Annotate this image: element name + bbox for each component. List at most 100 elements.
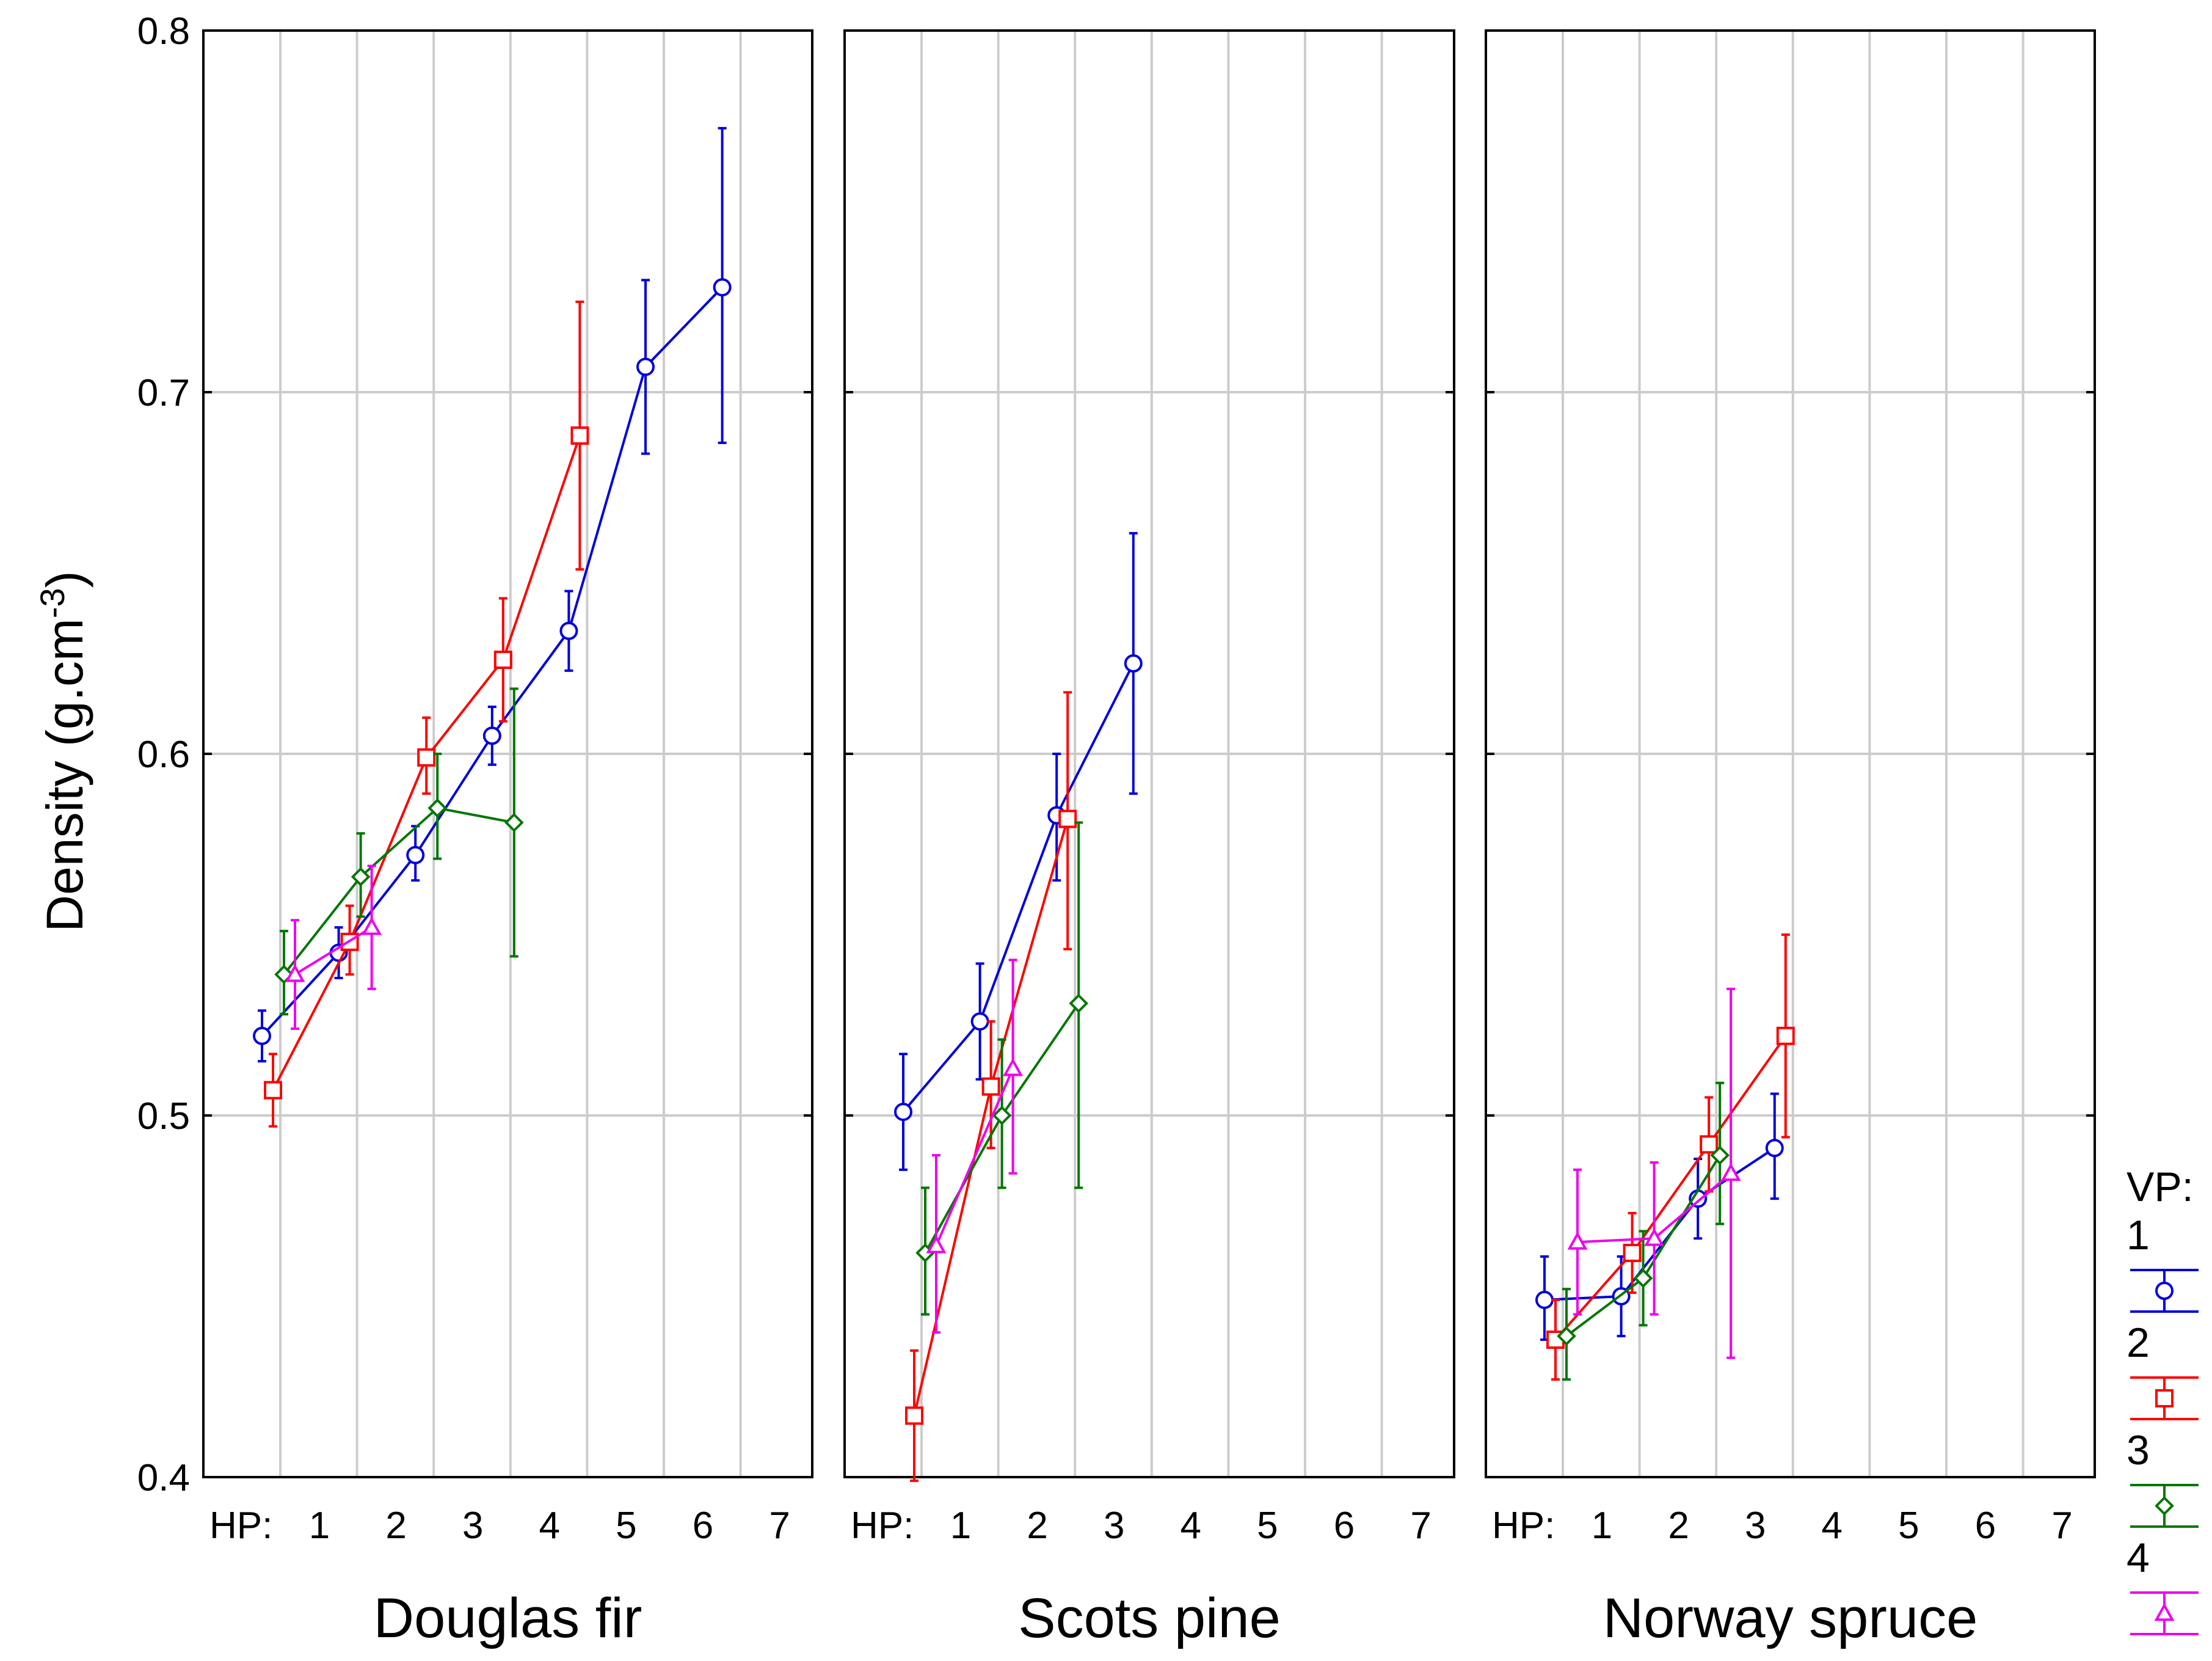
panel-douglas-fir: 0.4 0.5 0.6 0.7 0.8 HP: 1 2 3 4 5 6 7 Douglas fir — [137, 10, 813, 1649]
series-vp-3 — [1557, 1081, 1730, 1381]
panel-label: Scots pine — [1018, 1587, 1281, 1649]
x-tick-label: 1 — [309, 1505, 330, 1547]
y-tick-label: 0.6 — [137, 734, 190, 776]
legend-entry-3: 3 — [2127, 1427, 2199, 1528]
data-point — [427, 798, 448, 818]
series-line — [283, 806, 515, 976]
x-tick-label: 1 — [950, 1505, 971, 1547]
data-point — [992, 1106, 1012, 1125]
x-tick-label: 3 — [1745, 1505, 1766, 1547]
x-tick-label: 6 — [693, 1505, 713, 1547]
panel-scots-pine: HP: 1 2 3 4 5 6 7 Scots pine — [843, 29, 1455, 1649]
x-tick-label: 4 — [1822, 1505, 1843, 1547]
y-axis-title-close: ) — [36, 571, 93, 588]
data-point — [1124, 654, 1143, 673]
data-point — [1720, 1163, 1741, 1181]
x-tick-label: 3 — [1104, 1505, 1124, 1547]
x-tick-label: 4 — [539, 1505, 560, 1547]
x-tick-label: 2 — [385, 1505, 406, 1547]
data-point — [1535, 1290, 1554, 1309]
data-point — [926, 1235, 947, 1254]
data-point — [1710, 1145, 1730, 1165]
series-line — [935, 1068, 1014, 1246]
legend-marker — [2154, 1602, 2175, 1621]
chart-panels: 0.4 0.5 0.6 0.7 0.8 HP: 1 2 3 4 5 6 7 Douglas fir HP: 1… — [137, 10, 2096, 1649]
series-vp-3 — [915, 821, 1089, 1316]
data-point — [1058, 809, 1077, 828]
x-tick-label: 5 — [1257, 1505, 1278, 1547]
x-tick-label: 7 — [1410, 1505, 1431, 1547]
legend-entry-label: 4 — [2127, 1535, 2150, 1581]
data-point — [482, 726, 501, 745]
legend-entry-label: 3 — [2127, 1427, 2150, 1473]
y-axis-title-main: Density (g.cm — [36, 618, 93, 932]
data-point — [1567, 1232, 1588, 1250]
x-tick-label: 6 — [1975, 1505, 1996, 1547]
data-point — [264, 1081, 282, 1100]
data-point — [1623, 1243, 1642, 1262]
x-tick-label: 5 — [1898, 1505, 1919, 1547]
series-vp-3 — [274, 687, 524, 1016]
panel-label: Norway spruce — [1603, 1587, 1978, 1649]
data-point — [362, 917, 382, 935]
data-point — [1776, 1026, 1795, 1045]
series-vp-2 — [905, 691, 1077, 1482]
x-tick-label: 5 — [616, 1505, 636, 1547]
series-vp-4 — [1567, 987, 1741, 1359]
data-point — [1700, 1135, 1719, 1154]
panel-norway-spruce: HP: 1 2 3 4 5 6 7 Norway spruce — [1485, 29, 2096, 1649]
data-point — [417, 748, 436, 767]
legend-marker — [2155, 1496, 2174, 1516]
x-prefix-label: HP: — [209, 1505, 272, 1547]
data-point — [570, 426, 589, 445]
legend: VP:1 2 3 4 — [2127, 1164, 2199, 1635]
series-vp-4 — [926, 958, 1023, 1334]
data-point — [559, 621, 578, 640]
legend-title: VP: — [2127, 1164, 2194, 1210]
series-vp-4 — [285, 864, 382, 1030]
series-vp-1 — [253, 126, 732, 1063]
x-tick-label: 7 — [769, 1505, 790, 1547]
y-tick-label: 0.5 — [137, 1095, 190, 1137]
data-point — [1003, 1057, 1023, 1076]
y-tick-label: 0.8 — [137, 10, 190, 53]
panel-frame — [843, 29, 1455, 1478]
legend-entry-4: 4 — [2127, 1535, 2199, 1635]
x-tick-label: 2 — [1027, 1505, 1047, 1547]
legend-marker — [2155, 1282, 2174, 1300]
legend-marker — [2155, 1389, 2174, 1407]
data-point — [713, 278, 732, 297]
data-point — [406, 845, 425, 864]
data-point — [970, 1012, 989, 1031]
series-line — [294, 926, 373, 976]
legend-entry-1: 1 — [2127, 1212, 2199, 1313]
x-prefix-label: HP: — [1492, 1505, 1555, 1547]
data-point — [1765, 1139, 1784, 1158]
data-point — [981, 1077, 1000, 1096]
data-point — [905, 1406, 923, 1425]
data-point — [493, 651, 512, 670]
data-point — [285, 964, 305, 982]
data-point — [636, 357, 655, 376]
series-vp-2 — [264, 301, 589, 1128]
series-line — [1554, 1035, 1787, 1341]
y-axis-title: Density (g.cm-3) — [33, 571, 93, 932]
x-tick-label: 7 — [2051, 1505, 2072, 1547]
y-axis-title-exponent: -3 — [33, 588, 71, 618]
data-point — [1069, 993, 1089, 1013]
data-point — [894, 1103, 912, 1122]
x-tick-label: 1 — [1592, 1505, 1612, 1547]
x-tick-label: 6 — [1334, 1505, 1355, 1547]
x-tick-label: 3 — [462, 1505, 483, 1547]
series-line — [261, 286, 724, 1037]
panel-frame — [1485, 29, 2096, 1478]
legend-entry-label: 1 — [2127, 1212, 2150, 1258]
x-prefix-label: HP: — [851, 1505, 914, 1547]
panel-label: Douglas fir — [374, 1587, 642, 1649]
x-tick-label: 2 — [1668, 1505, 1689, 1547]
data-point — [253, 1026, 271, 1045]
data-point — [351, 867, 371, 887]
data-point — [1633, 1268, 1653, 1288]
panel-frame — [202, 29, 813, 1478]
